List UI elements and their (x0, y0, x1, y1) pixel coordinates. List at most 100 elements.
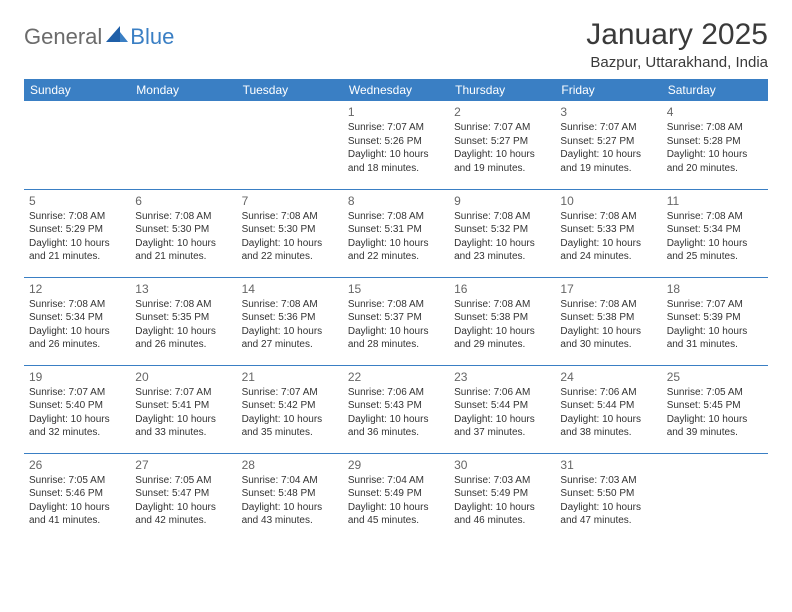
day-set: Sunset: 5:44 PM (454, 399, 550, 413)
day-set: Sunset: 5:39 PM (667, 311, 763, 325)
day-d2: and 22 minutes. (348, 250, 444, 264)
day-set: Sunset: 5:37 PM (348, 311, 444, 325)
calendar-day-cell: 9Sunrise: 7:08 AMSunset: 5:32 PMDaylight… (449, 189, 555, 277)
calendar-day-cell: 5Sunrise: 7:08 AMSunset: 5:29 PMDaylight… (24, 189, 130, 277)
day-d2: and 24 minutes. (560, 250, 656, 264)
day-set: Sunset: 5:27 PM (454, 135, 550, 149)
weekday-header: Thursday (449, 79, 555, 101)
day-number: 5 (29, 193, 125, 209)
day-d1: Daylight: 10 hours (29, 413, 125, 427)
day-set: Sunset: 5:31 PM (348, 223, 444, 237)
calendar-day-cell: 30Sunrise: 7:03 AMSunset: 5:49 PMDayligh… (449, 453, 555, 541)
day-set: Sunset: 5:26 PM (348, 135, 444, 149)
day-set: Sunset: 5:42 PM (242, 399, 338, 413)
day-number: 16 (454, 281, 550, 297)
day-rise: Sunrise: 7:08 AM (348, 298, 444, 312)
day-d2: and 27 minutes. (242, 338, 338, 352)
day-rise: Sunrise: 7:07 AM (29, 386, 125, 400)
day-d1: Daylight: 10 hours (29, 501, 125, 515)
day-set: Sunset: 5:41 PM (135, 399, 231, 413)
day-d1: Daylight: 10 hours (560, 237, 656, 251)
day-number: 4 (667, 104, 763, 120)
day-number: 1 (348, 104, 444, 120)
day-number: 22 (348, 369, 444, 385)
day-rise: Sunrise: 7:06 AM (454, 386, 550, 400)
page-header: General Blue January 2025 Bazpur, Uttara… (24, 18, 768, 71)
weekday-header: Tuesday (237, 79, 343, 101)
day-set: Sunset: 5:45 PM (667, 399, 763, 413)
weekday-header: Wednesday (343, 79, 449, 101)
calendar-day-cell: 23Sunrise: 7:06 AMSunset: 5:44 PMDayligh… (449, 365, 555, 453)
day-d1: Daylight: 10 hours (454, 237, 550, 251)
calendar-day-cell: 3Sunrise: 7:07 AMSunset: 5:27 PMDaylight… (555, 101, 661, 189)
day-number: 26 (29, 457, 125, 473)
day-rise: Sunrise: 7:03 AM (560, 474, 656, 488)
day-number: 31 (560, 457, 656, 473)
day-d2: and 30 minutes. (560, 338, 656, 352)
day-d1: Daylight: 10 hours (454, 501, 550, 515)
day-number: 10 (560, 193, 656, 209)
day-rise: Sunrise: 7:04 AM (242, 474, 338, 488)
weekday-header: Friday (555, 79, 661, 101)
location: Bazpur, Uttarakhand, India (586, 54, 768, 71)
day-d2: and 19 minutes. (454, 162, 550, 176)
day-rise: Sunrise: 7:08 AM (560, 210, 656, 224)
day-d1: Daylight: 10 hours (348, 148, 444, 162)
calendar-day-cell (662, 453, 768, 541)
calendar-day-cell: 7Sunrise: 7:08 AMSunset: 5:30 PMDaylight… (237, 189, 343, 277)
calendar-day-cell: 11Sunrise: 7:08 AMSunset: 5:34 PMDayligh… (662, 189, 768, 277)
calendar-week: 1Sunrise: 7:07 AMSunset: 5:26 PMDaylight… (24, 101, 768, 189)
day-number: 6 (135, 193, 231, 209)
day-set: Sunset: 5:34 PM (29, 311, 125, 325)
calendar-day-cell: 25Sunrise: 7:05 AMSunset: 5:45 PMDayligh… (662, 365, 768, 453)
logo-mark-icon (106, 26, 128, 49)
day-set: Sunset: 5:33 PM (560, 223, 656, 237)
day-set: Sunset: 5:38 PM (454, 311, 550, 325)
day-rise: Sunrise: 7:03 AM (454, 474, 550, 488)
weekday-header: Saturday (662, 79, 768, 101)
day-rise: Sunrise: 7:08 AM (667, 121, 763, 135)
calendar-table: SundayMondayTuesdayWednesdayThursdayFrid… (24, 79, 768, 541)
day-d2: and 46 minutes. (454, 514, 550, 528)
day-number: 20 (135, 369, 231, 385)
day-d1: Daylight: 10 hours (348, 413, 444, 427)
day-number: 29 (348, 457, 444, 473)
day-d2: and 47 minutes. (560, 514, 656, 528)
day-d1: Daylight: 10 hours (454, 148, 550, 162)
calendar-day-cell (24, 101, 130, 189)
day-number: 19 (29, 369, 125, 385)
day-set: Sunset: 5:30 PM (135, 223, 231, 237)
day-rise: Sunrise: 7:08 AM (348, 210, 444, 224)
day-rise: Sunrise: 7:07 AM (348, 121, 444, 135)
day-rise: Sunrise: 7:05 AM (667, 386, 763, 400)
day-d2: and 28 minutes. (348, 338, 444, 352)
logo-text-blue: Blue (130, 24, 174, 50)
day-set: Sunset: 5:49 PM (348, 487, 444, 501)
day-number: 21 (242, 369, 338, 385)
day-rise: Sunrise: 7:06 AM (560, 386, 656, 400)
calendar-day-cell: 31Sunrise: 7:03 AMSunset: 5:50 PMDayligh… (555, 453, 661, 541)
calendar-day-cell: 2Sunrise: 7:07 AMSunset: 5:27 PMDaylight… (449, 101, 555, 189)
day-number: 12 (29, 281, 125, 297)
calendar-day-cell: 1Sunrise: 7:07 AMSunset: 5:26 PMDaylight… (343, 101, 449, 189)
day-rise: Sunrise: 7:08 AM (242, 210, 338, 224)
calendar-day-cell (130, 101, 236, 189)
day-set: Sunset: 5:32 PM (454, 223, 550, 237)
day-d2: and 38 minutes. (560, 426, 656, 440)
day-set: Sunset: 5:28 PM (667, 135, 763, 149)
day-set: Sunset: 5:49 PM (454, 487, 550, 501)
title-block: January 2025 Bazpur, Uttarakhand, India (586, 18, 768, 71)
day-number: 27 (135, 457, 231, 473)
day-d2: and 36 minutes. (348, 426, 444, 440)
calendar-day-cell: 17Sunrise: 7:08 AMSunset: 5:38 PMDayligh… (555, 277, 661, 365)
day-set: Sunset: 5:35 PM (135, 311, 231, 325)
day-d1: Daylight: 10 hours (667, 237, 763, 251)
day-d1: Daylight: 10 hours (242, 413, 338, 427)
day-d2: and 25 minutes. (667, 250, 763, 264)
day-d1: Daylight: 10 hours (135, 325, 231, 339)
day-d2: and 26 minutes. (135, 338, 231, 352)
day-d2: and 21 minutes. (29, 250, 125, 264)
calendar-day-cell (237, 101, 343, 189)
day-d1: Daylight: 10 hours (454, 413, 550, 427)
day-d1: Daylight: 10 hours (560, 148, 656, 162)
